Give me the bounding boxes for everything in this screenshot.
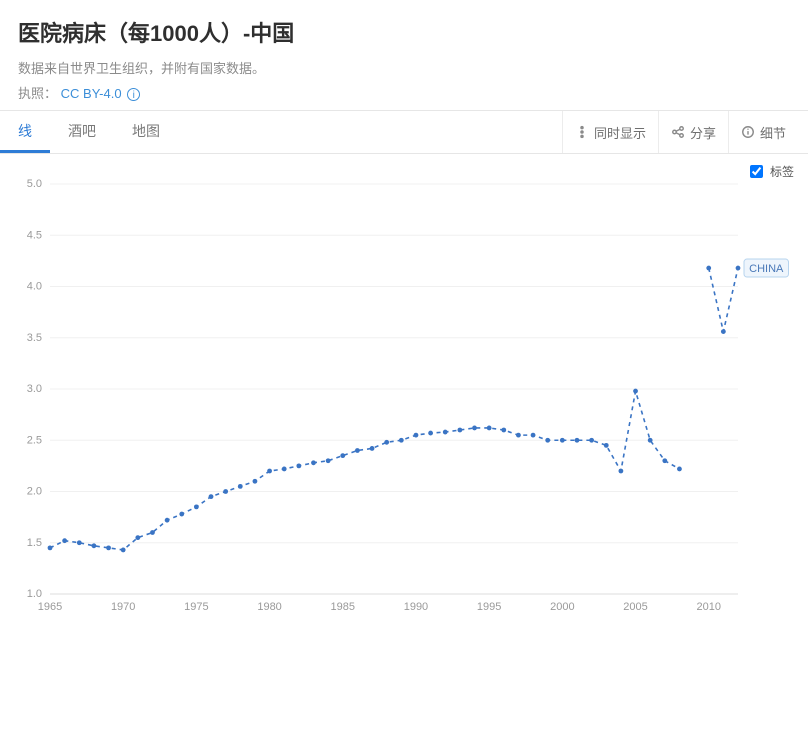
series-line-china <box>50 268 738 550</box>
series-marker <box>92 543 97 548</box>
page-subtitle: 数据来自世界卫生组织，并附有国家数据。 <box>18 58 790 77</box>
more-vertical-icon <box>575 125 589 139</box>
series-marker <box>194 504 199 509</box>
info-icon[interactable]: i <box>127 88 140 101</box>
series-marker <box>501 428 506 433</box>
series-marker <box>721 329 726 334</box>
series-marker <box>443 430 448 435</box>
series-marker <box>618 469 623 474</box>
x-tick-label: 2010 <box>696 601 720 613</box>
tabs: 线 酒吧 地图 <box>0 111 178 153</box>
series-marker <box>633 389 638 394</box>
simultaneous-label: 同时显示 <box>594 123 646 142</box>
y-tick-label: 2.5 <box>27 434 42 446</box>
share-label: 分享 <box>690 123 716 142</box>
y-tick-label: 3.5 <box>27 332 42 344</box>
series-marker <box>384 440 389 445</box>
series-marker <box>179 512 184 517</box>
series-marker <box>48 545 53 550</box>
y-tick-label: 1.5 <box>27 537 42 549</box>
series-marker <box>736 266 741 271</box>
tab-map[interactable]: 地图 <box>114 111 178 153</box>
labels-toggle-text: 标签 <box>770 163 794 180</box>
y-tick-label: 1.0 <box>27 588 42 600</box>
series-marker <box>604 443 609 448</box>
series-marker <box>531 433 536 438</box>
series-marker <box>223 489 228 494</box>
series-marker <box>135 535 140 540</box>
series-end-label: CHINA <box>749 263 784 275</box>
details-button[interactable]: 细节 <box>728 111 798 153</box>
series-marker <box>677 467 682 472</box>
series-marker <box>282 467 287 472</box>
series-marker <box>253 479 258 484</box>
series-marker <box>121 548 126 553</box>
series-marker <box>399 438 404 443</box>
line-chart: 1.0 1.5 2.0 2.5 3.0 3.5 4.0 4.5 5.0 1965 1970 1975 1… <box>0 154 808 624</box>
license-prefix: 执照： <box>18 86 57 101</box>
series-marker <box>516 433 521 438</box>
series-marker <box>106 545 111 550</box>
y-tick-label: 4.5 <box>27 229 42 241</box>
x-tick-label: 1965 <box>38 601 62 613</box>
series-marker <box>370 446 375 451</box>
series-marker <box>472 426 477 431</box>
series-marker <box>165 518 170 523</box>
series-marker <box>428 431 433 436</box>
share-icon <box>671 125 685 139</box>
series-marker <box>355 448 360 453</box>
series-marker <box>340 453 345 458</box>
labels-checkbox[interactable] <box>750 165 763 178</box>
x-tick-label: 1970 <box>111 601 135 613</box>
share-button[interactable]: 分享 <box>658 111 728 153</box>
license-link[interactable]: CC BY-4.0 <box>61 86 122 101</box>
x-tick-label: 1985 <box>331 601 355 613</box>
series-marker <box>487 426 492 431</box>
labels-toggle[interactable]: 标签 <box>746 162 794 181</box>
series-marker <box>326 458 331 463</box>
series-marker <box>414 433 419 438</box>
toolbar: 线 酒吧 地图 同时显示 分享 细节 <box>0 110 808 154</box>
series-marker <box>311 460 316 465</box>
chart-area: 标签 1.0 1.5 2.0 2.5 3.0 3.5 4.0 4.5 5.0 1965 1970 19… <box>0 154 808 739</box>
series-marker <box>545 438 550 443</box>
series-marker <box>238 484 243 489</box>
series-marker <box>62 538 67 543</box>
simultaneous-button[interactable]: 同时显示 <box>562 111 658 153</box>
x-tick-label: 1975 <box>184 601 208 613</box>
series-marker <box>648 438 653 443</box>
series-marker <box>209 494 214 499</box>
tab-bar[interactable]: 酒吧 <box>50 111 114 153</box>
series-marker <box>589 438 594 443</box>
y-tick-label: 4.0 <box>27 281 42 293</box>
x-tick-label: 2005 <box>623 601 647 613</box>
info-circle-icon <box>741 125 755 139</box>
y-tick-label: 3.0 <box>27 383 42 395</box>
page-header: 医院病床（每1000人）-中国 数据来自世界卫生组织，并附有国家数据。 执照： … <box>0 0 808 110</box>
y-tick-label: 2.0 <box>27 486 42 498</box>
x-tick-label: 1990 <box>404 601 428 613</box>
series-marker <box>560 438 565 443</box>
series-marker <box>662 458 667 463</box>
series-marker <box>457 428 462 433</box>
page-title: 医院病床（每1000人）-中国 <box>18 16 790 48</box>
series-marker <box>150 530 155 535</box>
license-row: 执照： CC BY-4.0 i <box>18 83 790 102</box>
series-marker <box>77 540 82 545</box>
x-tick-label: 1980 <box>257 601 281 613</box>
series-marker <box>706 266 711 271</box>
series-marker <box>267 469 272 474</box>
details-label: 细节 <box>760 123 786 142</box>
series-marker <box>575 438 580 443</box>
tab-line[interactable]: 线 <box>0 111 50 153</box>
x-tick-label: 1995 <box>477 601 501 613</box>
series-marker <box>296 463 301 468</box>
y-tick-label: 5.0 <box>27 178 42 190</box>
x-tick-label: 2000 <box>550 601 574 613</box>
